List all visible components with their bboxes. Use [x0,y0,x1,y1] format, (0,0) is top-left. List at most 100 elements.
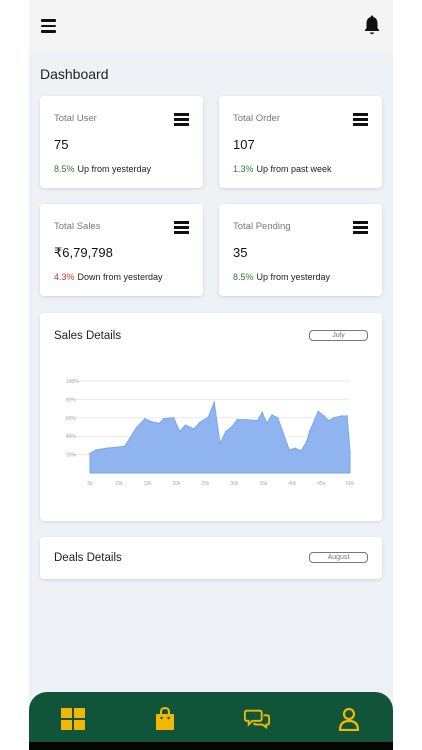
trend-text: Up from yesterday [256,272,331,282]
stat-card-total-sales[interactable]: Total Sales ₹6,79,798 4.3% Down from yest… [40,204,203,296]
bottom-nav [29,692,393,750]
trend-percent: 8.5% [54,164,75,174]
data-point [207,416,210,418]
shopping-bag-icon[interactable] [152,706,178,732]
dashboard-icon[interactable] [60,706,86,732]
trend-text: Up from yesterday [77,164,152,174]
stat-value: 35 [233,245,248,260]
menu-icon[interactable] [41,19,56,33]
data-point [106,447,109,449]
data-point [294,447,296,449]
data-point [288,449,291,451]
data-point [340,415,343,417]
trend-percent: 4.3% [54,272,75,282]
data-point [305,440,308,443]
sales-area-series [89,400,351,474]
stat-label: Total User [54,113,97,124]
data-point [266,422,268,425]
data-point [149,420,152,423]
data-point [178,430,181,433]
stat-label: Total Sales [54,221,101,232]
data-point [271,414,273,416]
y-tick-label: 60% [66,416,77,422]
y-tick-label: 20% [66,453,77,459]
y-tick-label: 100% [66,379,79,385]
data-point [158,422,161,425]
x-tick-label: 50k [346,481,355,487]
data-point [163,417,165,420]
trend-text: Up from past week [256,164,332,174]
top-bar [29,0,393,52]
data-point [123,445,126,448]
data-point [224,430,227,433]
data-point [198,421,201,424]
stat-label: Total Order [233,113,280,124]
data-point [327,419,330,422]
data-point [230,426,233,428]
trend-percent: 8.5% [233,272,254,282]
x-tick-label: 30k [230,481,239,487]
user-icon[interactable] [336,706,362,732]
data-point [89,452,91,455]
stat-label: Total Pending [233,221,291,232]
stat-card-total-user[interactable]: Total User 75 8.5% Up from yesterday [40,96,203,188]
data-point [144,417,146,420]
data-point [346,415,348,417]
data-point [236,418,239,421]
data-point [172,417,175,419]
x-tick-label: 25k [202,481,211,487]
data-point [300,450,302,452]
card-menu-icon[interactable] [353,113,368,126]
data-point [333,417,335,419]
data-point [256,419,259,422]
data-point [193,428,195,430]
month-selector[interactable]: August [309,552,368,563]
month-selector[interactable]: July [309,330,368,341]
sales-details-card: Sales Details July 20% 40% 60% 80% 100% 5k 10k… [40,313,382,521]
stat-card-total-pending[interactable]: Total Pending 35 8.5% Up from yesterday [219,204,382,296]
deals-details-title: Deals Details [54,552,122,564]
sales-chart: 20% 40% 60% 80% 100% 5k 10k 15k 20k 25k 30k 35k 40k 4… [66,379,355,487]
data-point [219,442,221,445]
trend-text: Down from yesterday [77,272,163,282]
data-point [308,430,311,433]
bell-icon[interactable] [363,15,381,37]
x-tick-label: 10k [115,481,124,487]
data-point [245,418,247,421]
x-tick-label: 20k [173,481,182,487]
trend-percent: 1.3% [233,164,254,174]
y-tick-label: 40% [66,434,77,440]
data-point [317,410,320,413]
x-tick-label: 45k [317,481,326,487]
data-point [184,424,187,426]
card-menu-icon[interactable] [174,113,189,126]
stat-trend: 1.3% Up from past week [233,164,332,174]
data-point [261,411,263,414]
data-point [135,427,138,429]
stat-trend: 8.5% Up from yesterday [233,272,330,282]
y-tick-label: 80% [66,397,77,403]
data-point [323,415,325,417]
data-point [213,401,216,403]
card-menu-icon[interactable] [353,221,368,234]
system-home-bar [29,742,393,750]
chat-icon[interactable] [244,706,270,732]
page-title: Dashboard [40,66,109,82]
data-point [349,451,351,453]
stat-trend: 8.5% Up from yesterday [54,164,151,174]
app-screen: Dashboard Total User 75 8.5% Up from yest… [29,0,393,750]
data-point [276,417,279,419]
x-tick-label: 35k [259,481,268,487]
stat-value: 107 [233,137,255,152]
deals-details-card: Deals Details August [40,537,382,579]
stat-value: ₹6,79,798 [54,245,113,260]
data-point [94,449,97,451]
x-tick-label: 15k [144,481,153,487]
stat-card-total-order[interactable]: Total Order 107 1.3% Up from past week [219,96,382,188]
stat-value: 75 [54,137,69,152]
card-menu-icon[interactable] [174,221,189,234]
stat-trend: 4.3% Down from yesterday [54,272,163,282]
sales-details-title: Sales Details [54,330,122,342]
x-tick-label: 5k [87,481,93,487]
x-tick-label: 40k [288,481,297,487]
